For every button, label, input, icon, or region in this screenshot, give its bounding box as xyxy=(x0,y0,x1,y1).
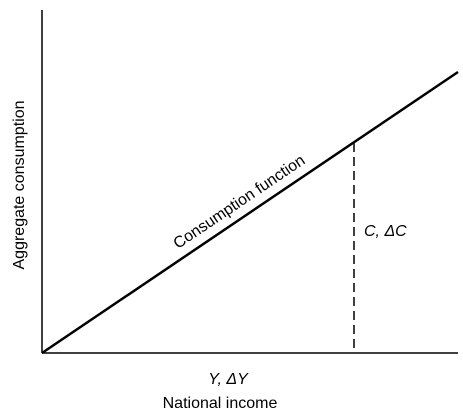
curve-label: Consumption function xyxy=(171,152,309,253)
horizontal-label: Y, ΔY xyxy=(208,371,249,388)
consumption-line xyxy=(41,70,459,355)
vertical-label: C, ΔC xyxy=(364,223,407,240)
x-axis-label: National income xyxy=(163,395,278,412)
y-axis-label: Aggregate consumption xyxy=(11,101,28,270)
